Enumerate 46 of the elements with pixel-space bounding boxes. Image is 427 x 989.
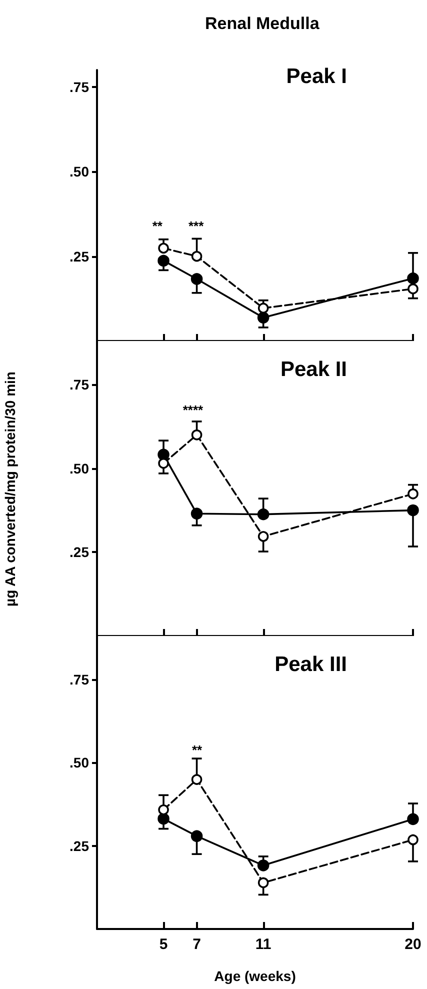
- point: [191, 774, 202, 785]
- point: [408, 488, 418, 500]
- point: [158, 804, 169, 816]
- annotation: ** ***: [152, 218, 205, 234]
- y-tick-label: .25: [70, 248, 90, 264]
- x-tick-label: 11: [255, 936, 272, 953]
- y-tick-label: .25: [70, 838, 90, 854]
- annotation: Peak I: [286, 65, 348, 88]
- annotation: ****: [182, 402, 204, 418]
- point: [158, 254, 170, 267]
- y-axis-title: µg AA converted/mg protein/30 min: [2, 370, 19, 608]
- x-tick-label: 5: [159, 936, 168, 953]
- point: [158, 242, 169, 254]
- annotation: **: [192, 742, 203, 758]
- point: [257, 508, 270, 520]
- point: [191, 429, 202, 440]
- point: [407, 504, 419, 516]
- point: [190, 508, 203, 520]
- point: [407, 813, 419, 826]
- point: [407, 272, 419, 284]
- y-tick-label: .25: [70, 544, 90, 560]
- point: [190, 830, 203, 842]
- point: [258, 877, 269, 888]
- x-tick-label: 20: [404, 936, 422, 953]
- point: [190, 273, 203, 285]
- annotation: Peak II: [280, 358, 348, 381]
- point: [408, 834, 418, 846]
- y-tick-label: .50: [70, 460, 90, 476]
- x-axis-title: Age (weeks): [214, 968, 296, 984]
- point: [191, 250, 202, 262]
- y-tick-label: .75: [70, 376, 90, 393]
- point: [258, 531, 269, 542]
- y-tick-label: .75: [70, 78, 90, 95]
- x-tick-label: 7: [192, 936, 201, 953]
- y-tick-label: .50: [70, 754, 90, 771]
- point: [258, 302, 269, 314]
- point: [257, 860, 270, 872]
- point: [158, 458, 169, 469]
- y-tick-label: .75: [70, 671, 90, 688]
- chart-title: Renal Medulla: [205, 14, 320, 33]
- point: [257, 312, 270, 324]
- annotation: Peak III: [274, 653, 348, 676]
- y-tick-label: .50: [70, 164, 90, 180]
- point: [408, 283, 418, 294]
- point: [158, 448, 170, 461]
- point: [158, 812, 170, 825]
